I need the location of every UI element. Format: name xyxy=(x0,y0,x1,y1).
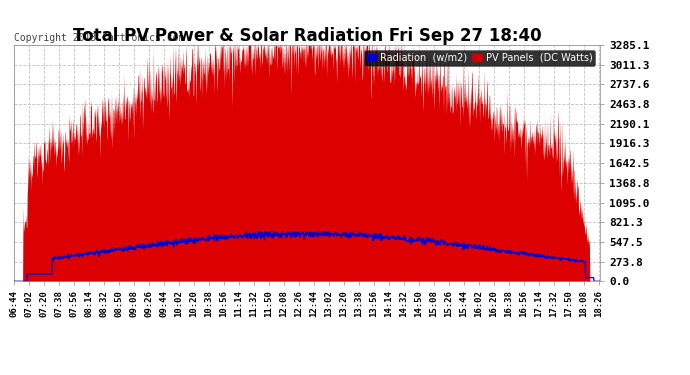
Legend: Radiation  (w/m2), PV Panels  (DC Watts): Radiation (w/m2), PV Panels (DC Watts) xyxy=(364,50,595,66)
Title: Total PV Power & Solar Radiation Fri Sep 27 18:40: Total PV Power & Solar Radiation Fri Sep… xyxy=(72,27,542,45)
Text: Copyright 2013 Cartronics.com: Copyright 2013 Cartronics.com xyxy=(14,33,184,43)
